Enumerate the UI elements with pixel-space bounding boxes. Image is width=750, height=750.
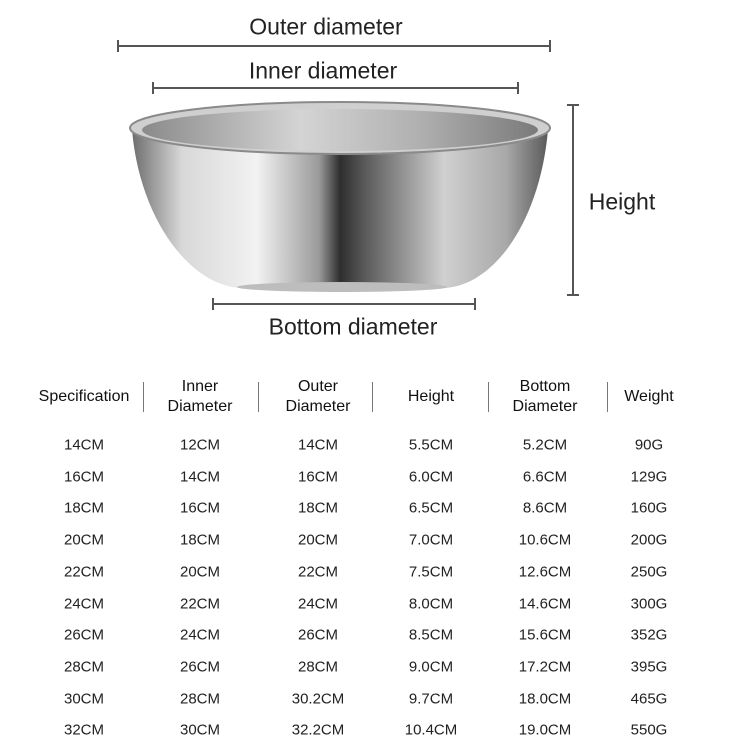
header-inner-diameter: Inner Diameter bbox=[167, 378, 233, 415]
cell-outer-diameter: 26CM bbox=[297, 626, 339, 644]
cell-height: 8.5CM bbox=[408, 626, 454, 644]
cell-specification: 18CM bbox=[63, 499, 105, 517]
cell-height: 7.0CM bbox=[408, 531, 454, 549]
cell-inner-diameter: 24CM bbox=[179, 626, 221, 644]
cell-inner-diameter: 28CM bbox=[179, 690, 221, 708]
cell-height: 9.7CM bbox=[408, 690, 454, 708]
cell-outer-diameter: 20CM bbox=[297, 531, 339, 549]
cell-specification: 28CM bbox=[63, 658, 105, 676]
bowl-body bbox=[132, 130, 548, 288]
height-dimension-line bbox=[567, 104, 579, 296]
bowl-bottom-rim bbox=[237, 282, 447, 292]
cell-weight: 200G bbox=[630, 531, 668, 549]
cell-weight: 129G bbox=[630, 468, 668, 486]
header-weight: Weight bbox=[624, 388, 674, 405]
header-bottom-diameter: Bottom Diameter bbox=[512, 378, 578, 415]
cell-inner-diameter: 12CM bbox=[179, 436, 221, 454]
cell-height: 7.5CM bbox=[408, 563, 454, 581]
bottom-diameter-label: Bottom diameter bbox=[268, 313, 438, 340]
inner-diameter-label: Inner diameter bbox=[248, 57, 398, 84]
cell-bottom-diameter: 12.6CM bbox=[518, 563, 572, 581]
height-label: Height bbox=[588, 188, 656, 215]
cell-height: 5.5CM bbox=[408, 436, 454, 454]
cell-weight: 300G bbox=[630, 595, 668, 612]
cell-inner-diameter: 18CM bbox=[179, 531, 221, 549]
cell-specification: 30CM bbox=[63, 690, 105, 708]
cell-outer-diameter: 32.2CM bbox=[291, 721, 345, 739]
cell-height: 6.5CM bbox=[408, 499, 454, 517]
inner-diameter-dimension-line bbox=[152, 82, 519, 94]
cell-inner-diameter: 30CM bbox=[179, 721, 221, 739]
bowl-diagram bbox=[117, 40, 579, 310]
cell-height: 8.0CM bbox=[408, 595, 454, 612]
header-specification: Specification bbox=[38, 388, 130, 405]
header-height: Height bbox=[407, 388, 455, 405]
cell-height: 9.0CM bbox=[408, 658, 454, 676]
cell-outer-diameter: 22CM bbox=[297, 563, 339, 581]
cell-height: 10.4CM bbox=[404, 721, 458, 739]
cell-inner-diameter: 20CM bbox=[179, 563, 221, 581]
cell-specification: 32CM bbox=[63, 721, 105, 739]
cell-outer-diameter: 28CM bbox=[297, 658, 339, 676]
cell-inner-diameter: 16CM bbox=[179, 499, 221, 517]
cell-bottom-diameter: 14.6CM bbox=[518, 595, 572, 612]
cell-inner-diameter: 22CM bbox=[179, 595, 221, 612]
cell-bottom-diameter: 6.6CM bbox=[522, 468, 568, 486]
cell-specification: 24CM bbox=[63, 595, 105, 612]
cell-weight: 250G bbox=[630, 563, 668, 581]
cell-inner-diameter: 26CM bbox=[179, 658, 221, 676]
cell-specification: 16CM bbox=[63, 468, 105, 486]
cell-weight: 90G bbox=[634, 436, 664, 454]
cell-bottom-diameter: 5.2CM bbox=[522, 436, 568, 454]
cell-outer-diameter: 30.2CM bbox=[291, 690, 345, 708]
cell-height: 6.0CM bbox=[408, 468, 454, 486]
cell-weight: 550G bbox=[630, 721, 668, 739]
cell-weight: 465G bbox=[630, 690, 668, 708]
outer-diameter-dimension-line bbox=[117, 40, 551, 52]
cell-specification: 22CM bbox=[63, 563, 105, 581]
cell-specification: 26CM bbox=[63, 626, 105, 644]
cell-outer-diameter: 24CM bbox=[297, 595, 339, 612]
column-divider bbox=[143, 382, 144, 412]
cell-bottom-diameter: 10.6CM bbox=[518, 531, 572, 549]
cell-inner-diameter: 14CM bbox=[179, 468, 221, 486]
cell-bottom-diameter: 18.0CM bbox=[518, 690, 572, 708]
cell-weight: 395G bbox=[630, 658, 668, 676]
outer-diameter-label: Outer diameter bbox=[249, 13, 403, 40]
cell-outer-diameter: 16CM bbox=[297, 468, 339, 486]
cell-bottom-diameter: 19.0CM bbox=[518, 721, 572, 739]
bowl-interior bbox=[142, 109, 538, 151]
cell-bottom-diameter: 8.6CM bbox=[522, 499, 568, 517]
cell-bottom-diameter: 15.6CM bbox=[518, 626, 572, 644]
cell-bottom-diameter: 17.2CM bbox=[518, 658, 572, 676]
header-outer-diameter: Outer Diameter bbox=[285, 378, 351, 415]
cell-outer-diameter: 14CM bbox=[297, 436, 339, 454]
column-divider bbox=[607, 382, 608, 412]
column-divider bbox=[372, 382, 373, 412]
cell-specification: 14CM bbox=[63, 436, 105, 454]
column-divider bbox=[258, 382, 259, 412]
column-divider bbox=[488, 382, 489, 412]
cell-specification: 20CM bbox=[63, 531, 105, 549]
bottom-diameter-dimension-line bbox=[212, 298, 476, 310]
cell-weight: 160G bbox=[630, 499, 668, 517]
cell-outer-diameter: 18CM bbox=[297, 499, 339, 517]
cell-weight: 352G bbox=[630, 626, 668, 644]
